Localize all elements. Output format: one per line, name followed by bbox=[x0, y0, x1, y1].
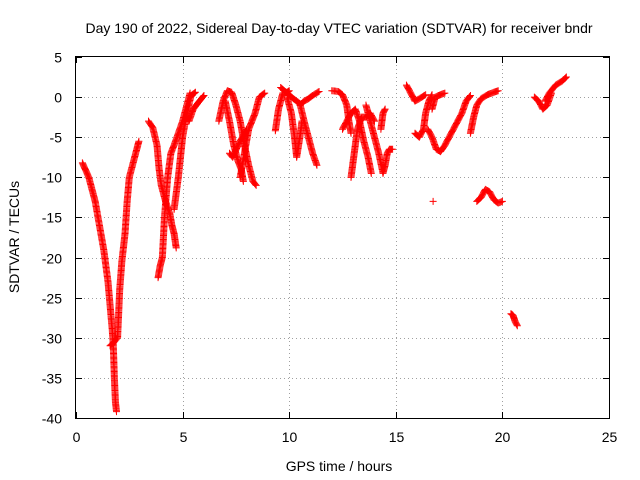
data-point bbox=[466, 92, 474, 100]
data-point bbox=[252, 181, 260, 189]
x-tick-label: 5 bbox=[180, 429, 188, 445]
ticks-layer bbox=[76, 57, 610, 419]
y-tick-label: 5 bbox=[54, 50, 62, 66]
x-tick-label: 25 bbox=[602, 429, 618, 445]
data-point bbox=[315, 87, 323, 95]
y-tick-label: -15 bbox=[42, 210, 62, 226]
y-tick-label: -10 bbox=[42, 170, 62, 186]
data-points-layer bbox=[78, 73, 570, 416]
tick-labels-layer: 0 5 10 15 20 25 5 0 -5 -10 -15 -20 -25 -30 -35 -40 bbox=[42, 50, 618, 446]
data-point bbox=[562, 74, 570, 82]
data-point bbox=[381, 105, 389, 113]
y-tick-label: -20 bbox=[42, 251, 62, 267]
x-tick-label: 20 bbox=[495, 429, 511, 445]
y-axis-title: SDTVAR / TECUs bbox=[6, 181, 22, 293]
y-tick-label: -5 bbox=[50, 130, 63, 146]
y-tick-label: -35 bbox=[42, 371, 62, 387]
data-point bbox=[513, 321, 521, 329]
data-point bbox=[113, 408, 121, 416]
data-point bbox=[251, 180, 259, 188]
data-point bbox=[498, 197, 506, 205]
data-point bbox=[338, 90, 346, 98]
chart-title: Day 190 of 2022, Sidereal Day-to-day VTE… bbox=[85, 20, 592, 36]
data-point bbox=[259, 90, 267, 98]
data-point bbox=[260, 90, 268, 98]
data-point bbox=[172, 244, 180, 252]
data-point bbox=[513, 322, 521, 330]
data-point bbox=[191, 89, 199, 97]
data-point bbox=[441, 89, 449, 97]
data-point bbox=[200, 92, 208, 100]
data-point bbox=[261, 89, 269, 97]
plot-frame bbox=[75, 56, 610, 419]
data-point bbox=[561, 75, 569, 83]
data-point bbox=[422, 91, 430, 99]
data-point bbox=[381, 106, 389, 114]
data-point bbox=[389, 145, 397, 153]
data-point bbox=[466, 92, 474, 100]
grid-layer bbox=[76, 57, 609, 418]
data-point bbox=[191, 88, 199, 96]
x-axis-title: GPS time / hours bbox=[286, 458, 393, 474]
x-tick-label: 15 bbox=[389, 429, 405, 445]
data-point bbox=[367, 169, 375, 177]
data-point bbox=[421, 91, 429, 99]
data-point bbox=[199, 93, 207, 101]
data-point bbox=[313, 161, 321, 169]
x-tick-label: 10 bbox=[282, 429, 298, 445]
data-point bbox=[298, 117, 306, 125]
data-point bbox=[314, 88, 322, 96]
y-tick-label: 0 bbox=[54, 90, 62, 106]
data-point bbox=[190, 90, 198, 98]
data-point bbox=[347, 129, 355, 137]
data-point bbox=[239, 177, 247, 185]
y-tick-label: -30 bbox=[42, 331, 62, 347]
data-point bbox=[429, 197, 437, 205]
y-tick-label: -40 bbox=[42, 411, 62, 427]
data-point bbox=[135, 137, 143, 145]
data-point bbox=[494, 87, 502, 95]
data-point bbox=[562, 73, 570, 81]
y-tick-label: -25 bbox=[42, 291, 62, 307]
x-tick-label: 0 bbox=[73, 429, 81, 445]
